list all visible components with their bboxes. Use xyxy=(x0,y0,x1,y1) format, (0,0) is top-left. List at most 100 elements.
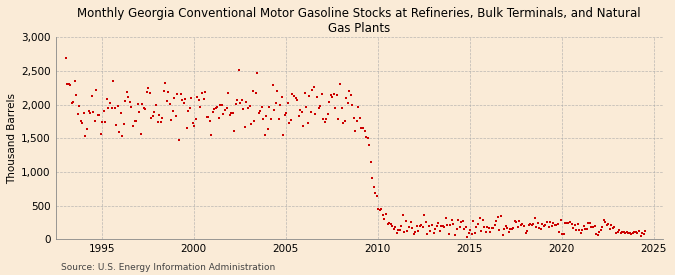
Point xyxy=(518,224,529,229)
Point xyxy=(624,230,635,235)
Point xyxy=(109,106,120,111)
Point xyxy=(70,79,80,84)
Point xyxy=(393,228,404,232)
Point xyxy=(215,102,226,107)
Point xyxy=(354,116,365,120)
Point xyxy=(551,223,562,227)
Point xyxy=(477,218,488,222)
Point xyxy=(546,224,557,228)
Point xyxy=(295,108,306,112)
Point xyxy=(437,224,448,228)
Point xyxy=(574,227,585,232)
Point xyxy=(568,226,578,230)
Point xyxy=(470,231,481,235)
Point xyxy=(342,101,353,106)
Point xyxy=(520,231,531,235)
Point xyxy=(211,106,221,110)
Point xyxy=(517,222,528,227)
Point xyxy=(375,207,385,212)
Point xyxy=(423,224,434,228)
Point xyxy=(575,231,586,235)
Point xyxy=(609,224,620,229)
Point xyxy=(383,221,394,225)
Point xyxy=(588,225,599,230)
Point xyxy=(547,220,558,225)
Point xyxy=(189,123,200,128)
Point xyxy=(321,117,331,121)
Point xyxy=(74,104,85,108)
Point xyxy=(105,101,115,105)
Point xyxy=(143,86,154,90)
Point xyxy=(408,232,419,236)
Point xyxy=(600,219,611,224)
Point xyxy=(370,191,381,195)
Point xyxy=(543,224,554,229)
Point xyxy=(451,227,462,231)
Point xyxy=(125,100,136,104)
Point xyxy=(86,94,97,98)
Point xyxy=(491,219,502,224)
Point xyxy=(89,119,100,123)
Point xyxy=(450,232,460,237)
Point xyxy=(63,81,74,86)
Point xyxy=(137,102,148,106)
Point xyxy=(78,111,89,115)
Point xyxy=(289,94,300,98)
Point xyxy=(346,93,356,97)
Point xyxy=(293,114,304,119)
Point xyxy=(202,114,213,119)
Point xyxy=(159,89,169,93)
Point xyxy=(367,176,377,180)
Point xyxy=(594,230,605,235)
Point xyxy=(302,120,313,125)
Point xyxy=(457,219,468,223)
Point xyxy=(539,224,549,228)
Point xyxy=(479,224,489,229)
Point xyxy=(502,226,512,230)
Point xyxy=(427,223,437,227)
Point xyxy=(250,91,261,96)
Point xyxy=(108,79,119,84)
Point xyxy=(306,110,317,115)
Point xyxy=(84,111,95,115)
Point xyxy=(581,227,592,231)
Point xyxy=(360,135,371,140)
Point xyxy=(350,129,360,133)
Point xyxy=(341,96,352,100)
Point xyxy=(620,231,630,236)
Point xyxy=(562,221,572,226)
Point xyxy=(161,99,172,104)
Point xyxy=(356,126,367,131)
Point xyxy=(167,109,178,114)
Point xyxy=(83,108,94,113)
Point xyxy=(558,232,569,236)
Point xyxy=(411,224,422,228)
Point xyxy=(358,126,369,130)
Point xyxy=(223,91,234,95)
Point xyxy=(176,92,186,96)
Point xyxy=(253,110,264,115)
Point xyxy=(431,224,442,228)
Point xyxy=(402,229,413,233)
Point xyxy=(392,230,402,235)
Point xyxy=(131,119,142,123)
Point xyxy=(460,225,471,229)
Point xyxy=(264,104,275,109)
Point xyxy=(252,71,263,75)
Point xyxy=(416,223,427,227)
Point xyxy=(232,98,243,102)
Point xyxy=(301,104,312,109)
Point xyxy=(230,102,241,106)
Point xyxy=(605,227,616,231)
Point xyxy=(157,116,167,120)
Point xyxy=(323,111,333,116)
Point xyxy=(626,232,637,236)
Point xyxy=(338,121,348,125)
Point xyxy=(115,111,126,116)
Point xyxy=(336,106,347,110)
Point xyxy=(359,128,370,133)
Point xyxy=(504,230,514,234)
Point xyxy=(433,221,443,225)
Point xyxy=(60,56,71,60)
Point xyxy=(205,118,215,123)
